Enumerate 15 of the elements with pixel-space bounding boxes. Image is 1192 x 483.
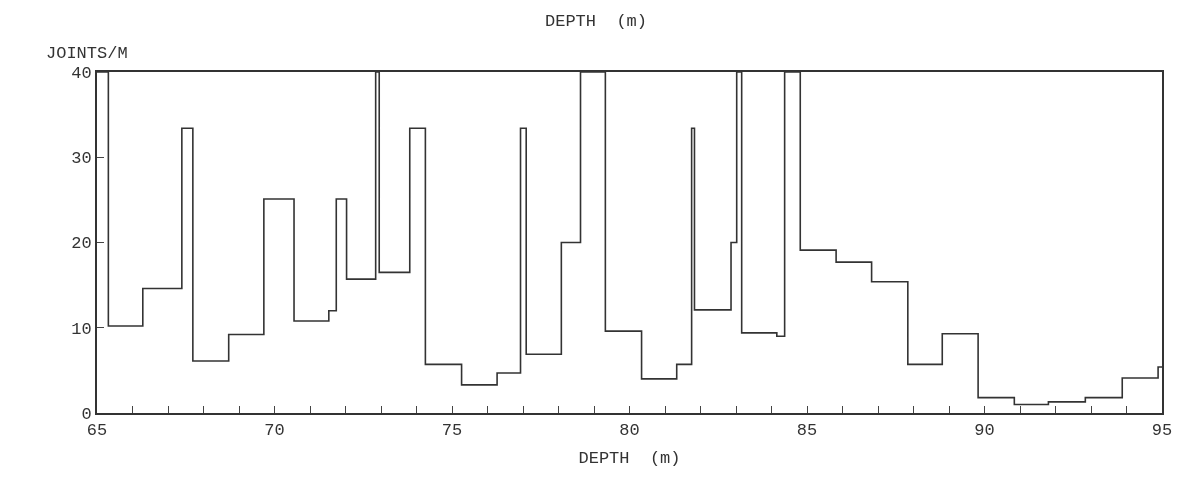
y-tick-label: 0 — [81, 404, 92, 424]
y-axis-title: JOINTS/M — [46, 44, 128, 63]
chart-title: DEPTH (m) — [544, 12, 648, 32]
x-axis-title: DEPTH (m) — [578, 449, 681, 469]
x-tick-label: 85 — [796, 421, 818, 441]
y-tick-label: 10 — [71, 319, 92, 339]
x-tick-label: 90 — [974, 421, 995, 441]
y-tick-label: 20 — [71, 234, 92, 254]
x-tick-label: 95 — [1151, 421, 1173, 441]
x-tick-label: 75 — [441, 421, 463, 441]
y-tick-label: 40 — [71, 63, 92, 83]
x-tick-label: 65 — [86, 421, 108, 441]
x-tick-label: 80 — [619, 421, 640, 441]
y-tick-label: 30 — [71, 149, 92, 169]
x-tick-label: 70 — [264, 421, 285, 441]
